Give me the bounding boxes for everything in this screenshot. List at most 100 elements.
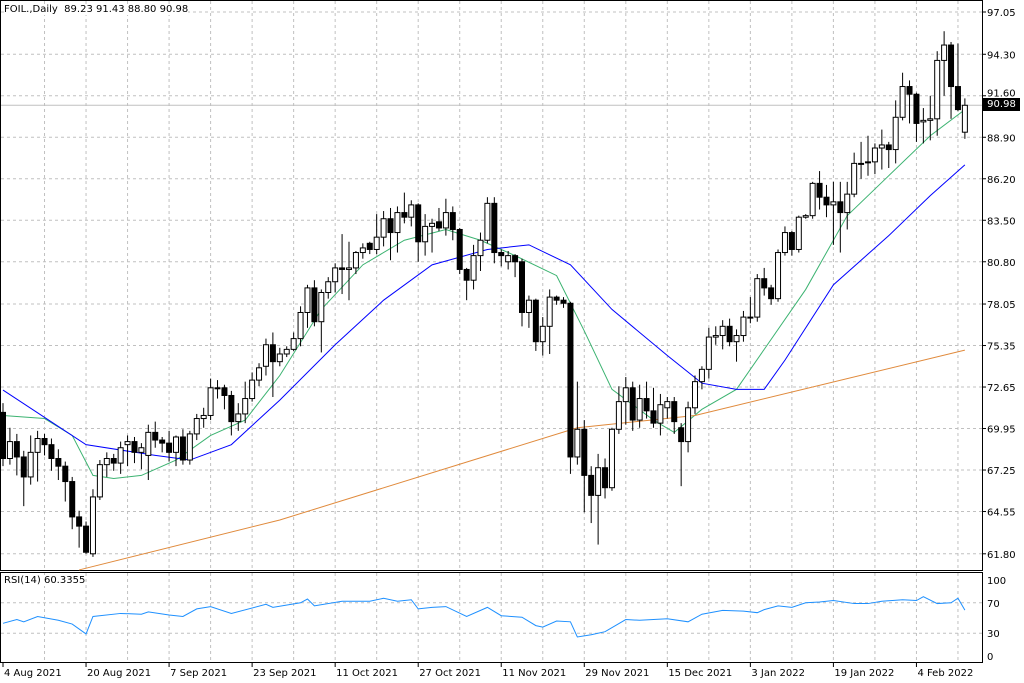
- candle-body: [539, 325, 546, 343]
- candle-body: [6, 441, 13, 459]
- candle-body: [297, 311, 304, 340]
- candle-body: [366, 242, 373, 250]
- candle-body: [816, 182, 823, 198]
- price-tick-label: 80.80: [987, 258, 1016, 269]
- candle-body: [747, 316, 754, 319]
- candle-body: [103, 457, 110, 466]
- candle-body: [401, 212, 408, 218]
- candle-body: [41, 438, 48, 446]
- candle-body: [636, 398, 643, 421]
- candle-body: [159, 439, 166, 444]
- candle-body: [581, 428, 588, 476]
- date-tick-label: 15 Dec 2021: [668, 668, 732, 679]
- candle-body: [837, 201, 844, 214]
- candle-body: [553, 296, 560, 301]
- candle-body: [442, 212, 449, 229]
- candle-body: [698, 368, 705, 383]
- date-tick-label: 29 Nov 2021: [585, 668, 649, 679]
- candle-body: [733, 335, 740, 343]
- candle-body: [781, 232, 788, 254]
- candle-body: [242, 398, 249, 415]
- candle-body: [871, 147, 878, 163]
- rsi-tick-label: 70: [987, 599, 1000, 610]
- price-tick-label: 83.50: [987, 216, 1016, 227]
- candle-body: [13, 441, 20, 458]
- candle-body: [788, 232, 795, 250]
- candle-body: [422, 225, 429, 243]
- candle-body: [532, 299, 539, 343]
- candle-body: [802, 215, 809, 218]
- price-tick-label: 72.65: [987, 383, 1016, 394]
- price-tick-label: 91.60: [987, 88, 1016, 99]
- candle-body: [768, 287, 775, 300]
- candle-body: [948, 44, 955, 88]
- candle-body: [719, 325, 726, 337]
- date-tick-label: 4 Aug 2021: [4, 668, 62, 679]
- candle-body: [525, 299, 532, 313]
- date-tick-label: 4 Feb 2022: [917, 668, 973, 679]
- candle-body: [705, 336, 712, 370]
- candle-body: [380, 218, 387, 238]
- candle-body: [484, 202, 491, 241]
- candle-body: [615, 401, 622, 430]
- candle-body: [899, 86, 906, 118]
- candle-body: [69, 481, 76, 518]
- candle-body: [179, 436, 186, 461]
- candle-body: [602, 467, 609, 489]
- candle-body: [512, 255, 519, 263]
- candle-body: [173, 436, 179, 453]
- candle-body: [55, 457, 62, 467]
- candle-body: [276, 353, 283, 363]
- candle-body: [927, 118, 934, 121]
- candle-body: [456, 228, 463, 270]
- candle-body: [664, 401, 671, 409]
- candle-body: [740, 316, 747, 337]
- candle-body: [941, 44, 948, 61]
- chart-header: FOIL.,Daily 89.23 91.43 88.80 90.98: [4, 4, 189, 15]
- candle-body: [145, 431, 152, 456]
- candle-body: [449, 212, 456, 230]
- price-tick-label: 69.95: [987, 425, 1016, 436]
- date-tick-label: 20 Aug 2021: [87, 668, 151, 679]
- date-tick-label: 27 Oct 2021: [419, 668, 481, 679]
- candle-body: [311, 287, 318, 323]
- current-price-tag: 90.98: [983, 98, 1020, 112]
- candle-body: [685, 407, 692, 443]
- price-tick-label: 64.55: [987, 508, 1016, 519]
- candle-body: [110, 457, 117, 464]
- candle-body: [650, 410, 657, 424]
- candle-body: [34, 438, 41, 453]
- candle-body: [726, 325, 733, 343]
- candle-body: [235, 413, 242, 423]
- candle-body: [643, 398, 650, 412]
- rsi-tick-label: 0: [987, 652, 993, 663]
- moving-average-line: [2, 109, 966, 479]
- rsi-tick-label: 100: [987, 576, 1006, 587]
- candle-body: [844, 193, 851, 214]
- candle-body: [761, 278, 768, 289]
- candle-body: [166, 442, 173, 453]
- symbol-label: FOIL.,Daily: [4, 4, 58, 15]
- candle-body: [214, 387, 221, 390]
- candle-body: [346, 267, 352, 270]
- candle-body: [325, 281, 332, 294]
- rsi-line: [2, 596, 966, 638]
- candle-body: [851, 162, 858, 195]
- candle-body: [152, 431, 159, 441]
- candle-body: [823, 196, 830, 206]
- candle-body: [359, 247, 366, 254]
- candle-body: [858, 162, 865, 165]
- candle-body: [622, 387, 629, 403]
- candle-body: [318, 292, 325, 323]
- price-tick-label: 75.35: [987, 342, 1016, 353]
- candle-body: [124, 441, 131, 446]
- candle-body: [920, 119, 927, 123]
- price-tick-label: 78.05: [987, 300, 1016, 311]
- candle-body: [477, 239, 484, 257]
- candle-body: [256, 367, 263, 381]
- date-tick-label: 11 Oct 2021: [336, 668, 398, 679]
- candle-body: [671, 401, 678, 423]
- candle-body: [429, 222, 436, 227]
- price-tick-label: 86.20: [987, 175, 1016, 186]
